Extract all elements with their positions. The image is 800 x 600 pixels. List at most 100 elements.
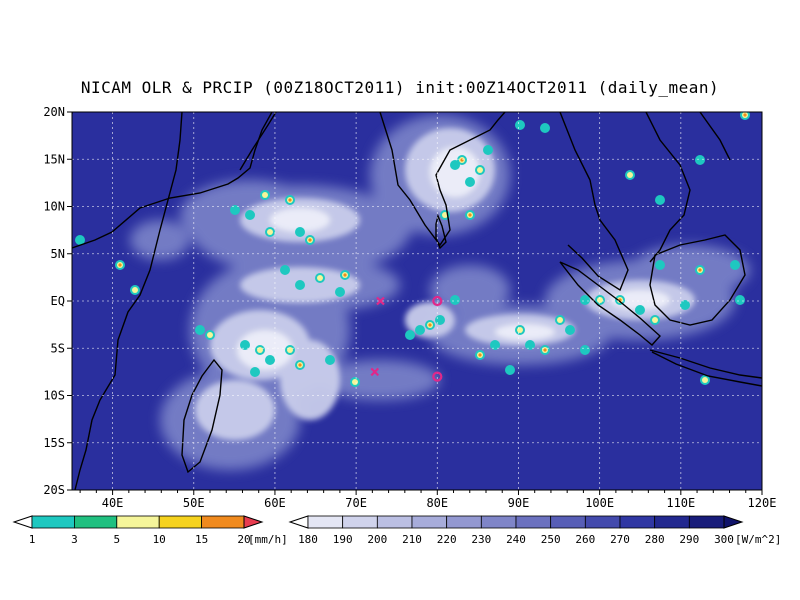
precip-cell bbox=[352, 379, 358, 385]
cloud-blob bbox=[270, 208, 330, 232]
precip-cell bbox=[405, 330, 415, 340]
colorbar-label: 190 bbox=[333, 533, 353, 546]
precip-cell bbox=[118, 263, 122, 267]
colorbar-box bbox=[411, 515, 448, 529]
colorbar-label: 230 bbox=[471, 533, 491, 546]
precip-cell bbox=[250, 367, 260, 377]
lat-tick-label: 20N bbox=[43, 105, 65, 119]
precip-cell bbox=[267, 229, 273, 235]
sumatra-coast bbox=[559, 261, 661, 346]
precip-cell bbox=[207, 332, 213, 338]
storm-markers bbox=[370, 295, 443, 382]
precip-cell bbox=[505, 365, 515, 375]
map-field bbox=[72, 112, 762, 490]
lon-tick-label: 110E bbox=[666, 496, 695, 510]
colorbar-label: 240 bbox=[506, 533, 526, 546]
precip-cell bbox=[132, 287, 138, 293]
precip-cell bbox=[195, 325, 205, 335]
precip-cell bbox=[515, 120, 525, 130]
cloud-blob bbox=[370, 185, 430, 235]
lat-tick-label: 10S bbox=[43, 389, 65, 403]
precip-cell bbox=[702, 377, 708, 383]
precip-cell bbox=[245, 210, 255, 220]
precip-cell bbox=[435, 315, 445, 325]
precip-cell bbox=[343, 273, 347, 277]
colorbar-label: 270 bbox=[610, 533, 630, 546]
precip-cell bbox=[325, 355, 335, 365]
java-coast bbox=[649, 349, 762, 387]
cloud-blob bbox=[430, 265, 510, 315]
colorbar-box bbox=[688, 515, 725, 529]
lon-tick-label: 80E bbox=[426, 496, 448, 510]
colorbar-box bbox=[446, 515, 482, 529]
colorbar-box bbox=[376, 515, 413, 529]
arabia-coast bbox=[72, 112, 277, 171]
precip-cell bbox=[450, 160, 460, 170]
lon-tick-label: 70E bbox=[345, 496, 367, 510]
colorbar-label: 300 bbox=[714, 533, 734, 546]
colorbar-box bbox=[619, 515, 656, 529]
colorbar-label: 210 bbox=[402, 533, 422, 546]
indochina-coast bbox=[559, 112, 731, 292]
precip-cell bbox=[465, 177, 475, 187]
precip-cell bbox=[230, 205, 240, 215]
colorbar-label: 10 bbox=[153, 533, 166, 546]
precip-cell bbox=[652, 317, 658, 323]
colorbar-box bbox=[74, 515, 118, 529]
precip-cell bbox=[262, 192, 268, 198]
precip-cell bbox=[468, 213, 472, 217]
colorbar-box bbox=[515, 515, 552, 529]
sri-lanka-coast bbox=[435, 213, 447, 250]
colorbar-label: 200 bbox=[367, 533, 387, 546]
lon-tick-label: 40E bbox=[102, 496, 124, 510]
precip-cell bbox=[428, 323, 432, 327]
colorbar-label: 280 bbox=[645, 533, 665, 546]
colorbar-label: 250 bbox=[541, 533, 561, 546]
storm-x-marker bbox=[370, 367, 380, 377]
colorbar-label: 5 bbox=[113, 533, 120, 546]
colorbar-low-arrow bbox=[12, 515, 33, 529]
colorbar-box bbox=[342, 515, 378, 529]
colorbar-low-arrow bbox=[288, 515, 309, 529]
precip-cell bbox=[280, 265, 290, 275]
cloud-blob bbox=[495, 324, 555, 340]
coastlines bbox=[72, 112, 762, 490]
lon-tick-label: 50E bbox=[183, 496, 205, 510]
precip-cell bbox=[295, 227, 305, 237]
lat-tick-label: 10N bbox=[43, 200, 65, 214]
map-title: NICAM OLR & PRCIP (00Z18OCT2011) init:00… bbox=[80, 78, 720, 97]
cloud-blob bbox=[195, 380, 275, 440]
precip-cell bbox=[265, 355, 275, 365]
storm-x-marker bbox=[376, 296, 385, 306]
gridlines bbox=[72, 112, 762, 490]
precip-cell bbox=[680, 300, 690, 310]
borneo-coast bbox=[649, 234, 746, 326]
colorbar-box bbox=[550, 515, 586, 529]
precip-cell bbox=[695, 155, 705, 165]
colorbar-box bbox=[116, 515, 160, 529]
precip-cell bbox=[698, 268, 702, 272]
precip-cell bbox=[627, 172, 633, 178]
storm-circle-marker bbox=[432, 371, 443, 382]
colorbar-label: 220 bbox=[437, 533, 457, 546]
precip-cell bbox=[580, 345, 590, 355]
colorbar-label: 180 bbox=[298, 533, 318, 546]
precip-cell bbox=[240, 340, 250, 350]
precip-cell bbox=[288, 198, 292, 202]
precip-cell bbox=[525, 340, 535, 350]
precip-cell bbox=[442, 212, 448, 218]
colorbar-box bbox=[31, 515, 75, 529]
lat-tick-label: EQ bbox=[51, 294, 65, 308]
precip-cell bbox=[517, 327, 523, 333]
colorbar-label: 15 bbox=[195, 533, 208, 546]
precip-cell bbox=[308, 238, 312, 242]
precip-cell bbox=[75, 235, 85, 245]
precip-cell bbox=[335, 287, 345, 297]
precip-cell bbox=[735, 295, 745, 305]
longitude-labels: 40E 50E 60E 70E 80E 90E 100E 110E 120E bbox=[102, 496, 777, 510]
colorbar-box bbox=[654, 515, 690, 529]
india-coast bbox=[379, 112, 506, 247]
latitude-labels: 20N 15N 10N 5N EQ 5S 10S 15S 20S bbox=[43, 105, 65, 497]
precip-cell bbox=[317, 275, 323, 281]
storm-circle-marker bbox=[432, 295, 443, 307]
